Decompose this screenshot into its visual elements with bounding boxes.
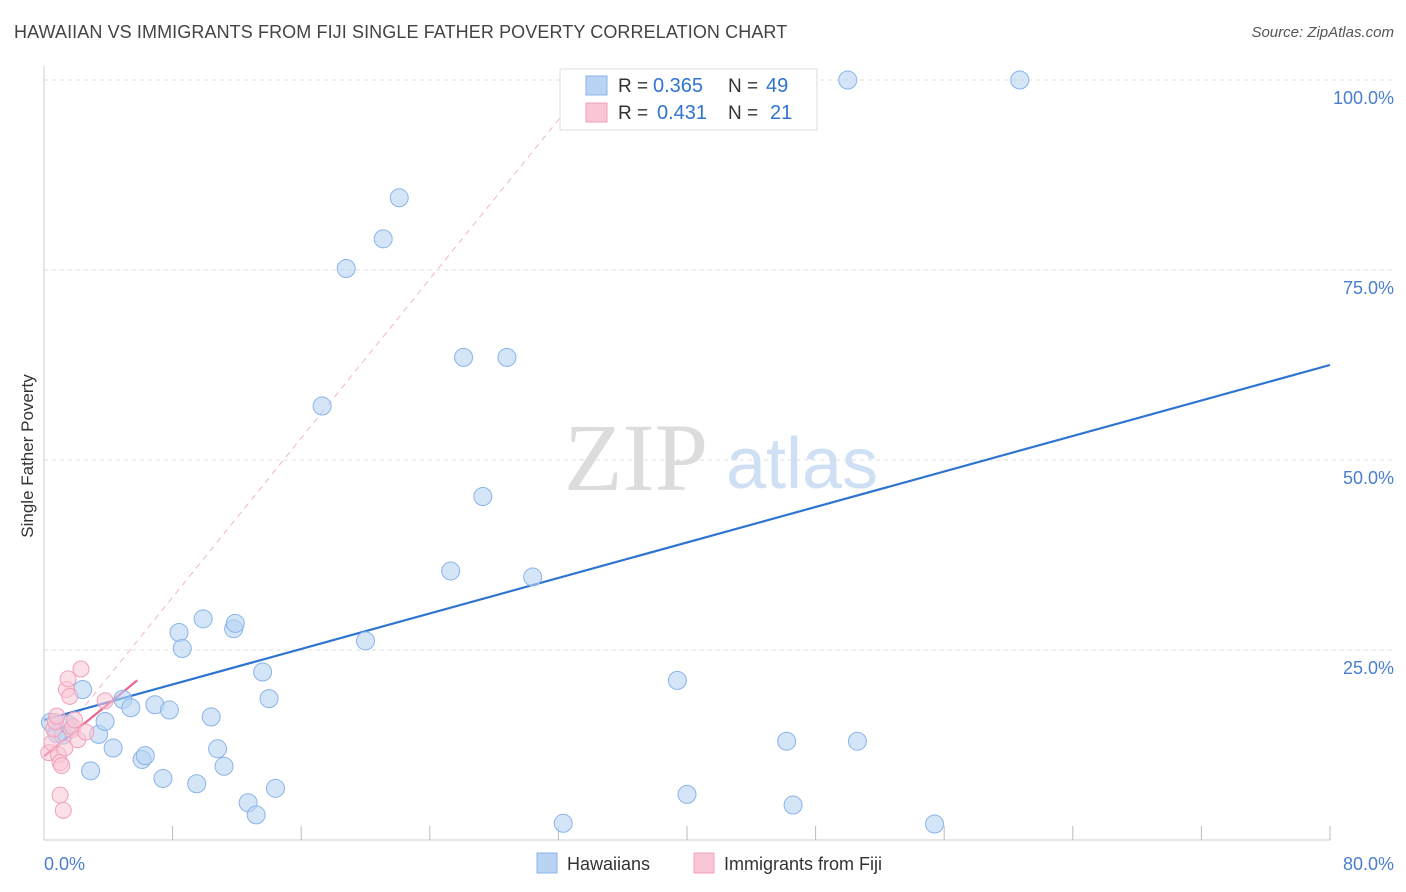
fiji-trend-extension [43,79,591,757]
chart-title: HAWAIIAN VS IMMIGRANTS FROM FIJI SINGLE … [14,22,788,42]
watermark-atlas: atlas [726,424,878,504]
legend-r-value-1: 0.365 [653,75,703,97]
hawaiians-point [553,813,573,833]
hawaiians-point [783,795,803,815]
x-axis-ticks [172,826,1331,840]
hawaiians-point [81,761,101,781]
hawaiians-point [95,711,115,731]
bottom-legend-label-hawaiians: Hawaiians [567,854,650,874]
hawaiians-point [389,188,409,208]
y-axis-tick-labels: 25.0% 50.0% 75.0% 100.0% [1333,88,1394,678]
hawaiians-point [201,707,221,727]
hawaiians-point [373,229,393,249]
gridlines [44,79,1394,651]
hawaiians-point [187,774,207,794]
hawaiians-points [40,70,1030,834]
hawaiians-point [103,738,123,758]
hawaiians-point [253,662,273,682]
y-tick-label-100: 100.0% [1333,88,1394,108]
fiji-point [77,723,95,741]
legend-n-value-1: 49 [766,75,788,97]
legend-swatch-hawaiians [585,75,608,96]
hawaiians-point [159,700,179,720]
hawaiians-trend-line [43,363,1331,721]
series-legend: Hawaiians Immigrants from Fiji [536,852,882,874]
hawaiians-point [193,609,213,629]
x-tick-label-max: 80.0% [1343,854,1394,874]
hawaiians-point [312,396,332,416]
hawaiians-point [259,689,279,709]
hawaiians-point [265,778,285,798]
y-tick-label-50: 50.0% [1343,468,1394,488]
hawaiians-point [925,814,945,834]
fiji-point [66,711,84,729]
fiji-point [54,801,72,819]
legend-swatch-fiji [585,102,608,123]
hawaiians-point [172,638,192,658]
fiji-point [59,670,77,688]
bottom-legend-label-fiji: Immigrants from Fiji [724,854,882,874]
hawaiians-point [208,739,228,759]
legend-n-value-2: 21 [770,102,792,124]
hawaiians-point [336,258,356,278]
hawaiians-point [356,631,375,651]
x-tick-label-min: 0.0% [44,854,85,874]
legend-n-label-2: N = [728,103,758,124]
hawaiians-point [121,698,141,718]
hawaiians-point [497,347,517,367]
fiji-point [96,692,114,710]
fiji-point [48,707,66,725]
hawaiians-point [153,768,173,788]
fiji-points [40,660,114,819]
hawaiians-point [473,486,493,506]
hawaiians-point [523,567,543,587]
hawaiians-point [847,731,867,751]
correlation-legend: R = 0.365 N = 49 R = 0.431 N = 21 [559,68,818,131]
source-credit: Source: ZipAtlas.com [1251,24,1394,41]
fiji-point [61,687,79,705]
y-tick-label-25: 25.0% [1343,658,1394,678]
watermark-zip: ZIP [564,404,708,511]
hawaiians-point [1010,70,1030,90]
hawaiians-point [214,756,234,776]
y-tick-label-75: 75.0% [1343,278,1394,298]
hawaiians-point [246,805,266,825]
hawaiians-point [667,670,687,690]
x-axis-tick-labels: 0.0% 80.0% [44,854,1394,874]
hawaiians-point [454,347,474,367]
hawaiians-point [441,561,461,581]
hawaiians-point [677,784,697,804]
legend-r-label-1: R = [618,76,648,97]
fiji-point [56,739,74,757]
fiji-point [72,660,90,678]
fiji-point [51,786,69,804]
hawaiians-point [135,746,155,766]
hawaiians-point [169,623,189,643]
fiji-point [53,757,71,775]
hawaiians-point [777,731,797,751]
legend-n-label-1: N = [728,76,758,97]
legend-r-label-2: R = [618,103,648,124]
bottom-legend-swatch-fiji [693,852,715,874]
hawaiians-point [225,613,245,633]
hawaiians-point [838,70,858,90]
legend-r-value-2: 0.431 [657,102,707,124]
bottom-legend-swatch-hawaiians [536,852,558,874]
